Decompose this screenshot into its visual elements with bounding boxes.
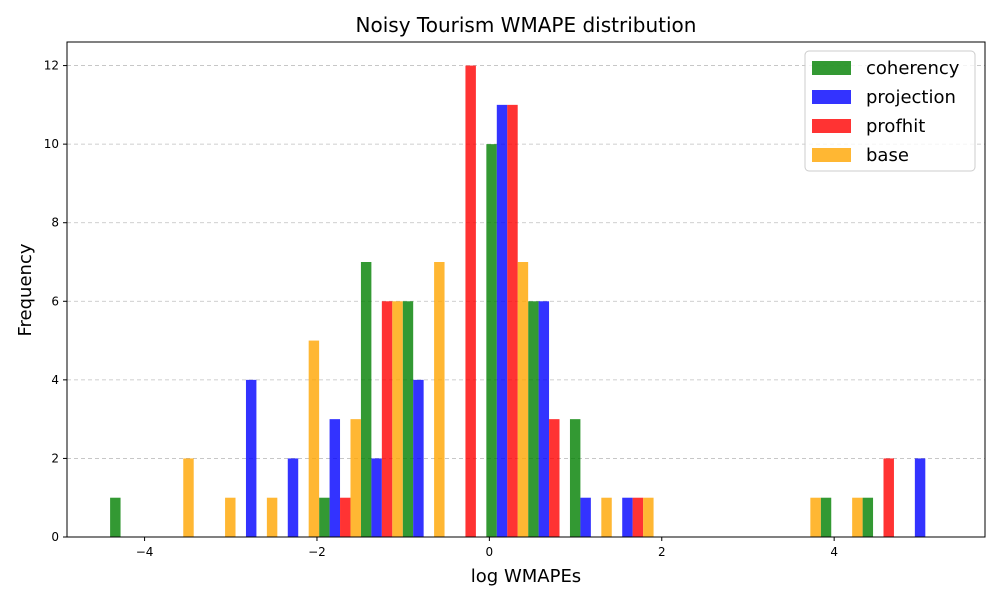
- bar-coherency: [820, 497, 832, 537]
- legend-swatch-projection: [812, 90, 851, 104]
- legend-swatch-coherency: [812, 61, 851, 75]
- bar-profhit: [549, 419, 560, 537]
- plot-frame: [66, 41, 986, 538]
- bars: [110, 65, 926, 538]
- bar-profhit: [883, 458, 894, 537]
- x-axis-label: log WMAPEs: [471, 566, 581, 587]
- bar-projection: [245, 379, 257, 537]
- bar-base: [350, 419, 361, 537]
- y-tick-label: 0: [51, 530, 59, 544]
- bar-projection: [622, 497, 633, 537]
- y-tick-label: 8: [51, 216, 59, 230]
- bar-projection: [580, 497, 591, 537]
- bar-coherency: [319, 497, 330, 537]
- bar-coherency: [402, 301, 414, 537]
- y-axis-label: Frequency: [15, 243, 36, 336]
- bar-profhit: [632, 497, 644, 537]
- bar-base: [517, 262, 529, 537]
- bar-base: [266, 497, 278, 537]
- y-tick-label: 10: [44, 137, 59, 151]
- bar-base: [852, 497, 863, 537]
- bar-base: [308, 340, 320, 537]
- bar-base: [183, 458, 194, 537]
- x-tick-label: −2: [308, 545, 326, 559]
- bar-base: [810, 497, 821, 537]
- bar-coherency: [528, 301, 539, 537]
- bar-coherency: [862, 497, 874, 537]
- x-tick-label: −4: [136, 545, 154, 559]
- bar-profhit: [381, 301, 393, 537]
- legend-box: [804, 50, 976, 172]
- bar-projection: [329, 419, 341, 537]
- y-tick-label: 2: [51, 451, 59, 465]
- bar-coherency: [360, 262, 372, 537]
- legend-label-base: base: [866, 145, 909, 166]
- bar-projection: [914, 458, 926, 537]
- legend-swatch-profhit: [812, 119, 851, 133]
- y-tick-label: 4: [51, 373, 59, 387]
- x-tick-label: 4: [830, 545, 838, 559]
- bar-base: [601, 497, 612, 537]
- bar-profhit: [340, 497, 351, 537]
- bar-projection: [413, 379, 424, 537]
- bar-base: [392, 301, 403, 537]
- bar-coherency: [569, 419, 581, 537]
- x-tick-label: 2: [658, 545, 666, 559]
- bar-projection: [496, 104, 508, 537]
- legend-label-coherency: coherency: [866, 58, 960, 79]
- legend-label-profhit: profhit: [866, 116, 925, 137]
- bar-base: [225, 497, 236, 537]
- bar-projection: [371, 458, 382, 537]
- chart-title: Noisy Tourism WMAPE distribution: [356, 13, 697, 37]
- legend-label-projection: projection: [866, 87, 956, 108]
- y-tick-label: 12: [44, 59, 59, 73]
- x-tick-label: 0: [486, 545, 494, 559]
- bar-projection: [538, 301, 550, 537]
- axis-ticks: 0 2 4 6 8 10 12 −4 −2 0 2 4: [44, 59, 838, 559]
- bar-coherency: [110, 497, 121, 537]
- y-tick-label: 6: [51, 294, 59, 308]
- bar-base: [643, 497, 654, 537]
- bar-base: [434, 262, 445, 537]
- legend-swatch-base: [812, 148, 851, 162]
- bar-profhit: [465, 65, 476, 538]
- bar-coherency: [486, 144, 497, 537]
- bar-profhit: [507, 104, 518, 537]
- bar-projection: [287, 458, 299, 537]
- legend: coherency projection profhit base: [804, 50, 976, 172]
